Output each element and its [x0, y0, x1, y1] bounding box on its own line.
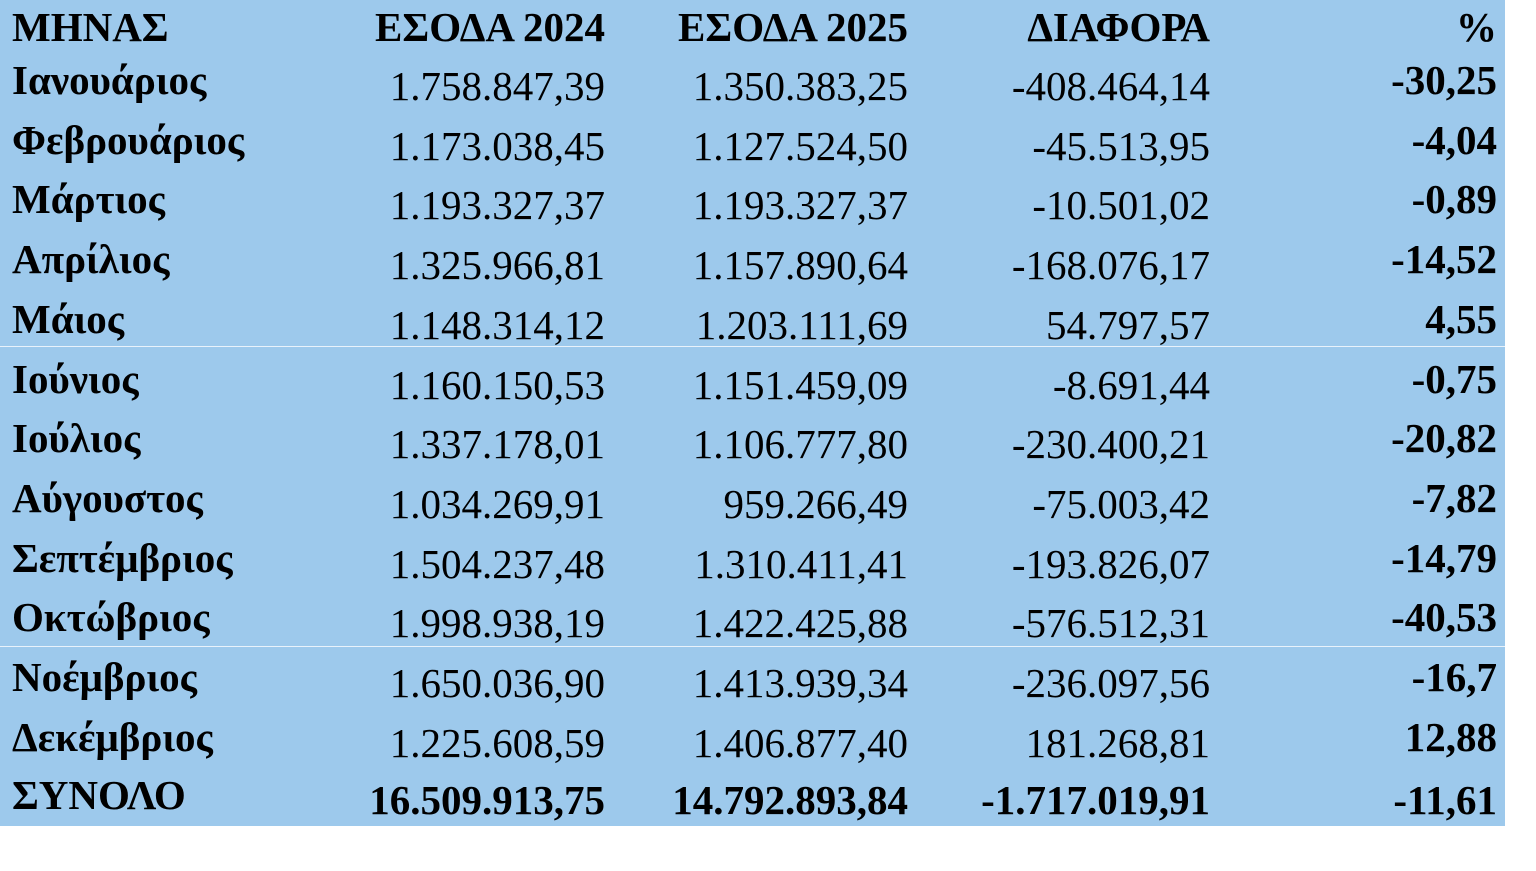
difference-cell: -10.501,02 [1032, 182, 1210, 229]
revenue-2024-cell: 1.225.608,59 [389, 719, 605, 766]
revenue-2024-cell: 1.160.150,53 [389, 361, 605, 408]
revenue-2024-cell: 1.650.036,90 [389, 660, 605, 706]
revenue-2025-cell: 1.406.877,40 [692, 719, 908, 766]
revenue-2025-cell: 1.157.890,64 [692, 242, 908, 289]
percent-cell: -14,79 [1391, 534, 1497, 581]
difference-cell: -193.826,07 [1011, 540, 1210, 587]
difference-cell: -8.691,44 [1052, 361, 1210, 408]
percent-cell: % [1456, 4, 1497, 50]
revenue-2025-cell: 1.310.411,41 [694, 540, 908, 587]
month-cell: Νοέμβριος [12, 654, 197, 700]
revenue-2025-cell: 14.792.893,84 [672, 777, 908, 823]
month-cell: Οκτώβριος [12, 594, 210, 641]
revenue-2024-cell: 1.998.938,19 [389, 600, 605, 647]
month-cell: Δεκέμβριος [12, 713, 213, 760]
difference-cell: -408.464,14 [1011, 63, 1210, 109]
percent-cell: -0,89 [1411, 176, 1497, 223]
revenue-2024-cell: 1.193.327,37 [389, 182, 605, 229]
revenue-2024-cell: 1.034.269,91 [389, 480, 605, 527]
revenue-2024-cell: 1.758.847,39 [389, 63, 605, 109]
revenue-2025-cell: 1.193.327,37 [692, 182, 908, 229]
difference-cell: -75.003,42 [1032, 480, 1210, 527]
month-cell: Απρίλιος [12, 236, 170, 283]
difference-cell: -236.097,56 [1011, 660, 1210, 706]
percent-cell: -4,04 [1411, 116, 1497, 163]
month-cell: Αύγουστος [12, 474, 203, 521]
month-cell: Ιανουάριος [12, 57, 207, 103]
revenue-2024-cell: 1.325.966,81 [389, 242, 605, 289]
revenue-2025-cell: 959.266,49 [723, 480, 909, 527]
revenue-2025-cell: ΕΣΟΔΑ 2025 [678, 4, 908, 50]
percent-cell: -16,7 [1411, 654, 1497, 700]
difference-cell: -45.513,95 [1032, 122, 1210, 169]
revenue-2024-cell: 1.173.038,45 [389, 122, 605, 169]
revenue-2024-cell: 16.509.913,75 [369, 777, 605, 823]
difference-cell: -1.717.019,91 [981, 777, 1210, 823]
difference-cell: -576.512,31 [1011, 600, 1210, 647]
percent-cell: 12,88 [1404, 713, 1497, 760]
revenue-2025-cell: 1.350.383,25 [692, 63, 908, 109]
table: ΜΗΝΑΣ ΕΣΟΔΑ 2024 ΕΣΟΔΑ 2025 ΔΙΑΦΟΡΑ% Ιανουάρ… [0, 0, 1505, 826]
difference-cell: -230.400,21 [1011, 421, 1210, 468]
difference-cell: ΔΙΑΦΟΡΑ [1027, 4, 1210, 50]
revenue-2025-cell: 1.127.524,50 [692, 122, 908, 169]
month-cell: ΣΥΝΟΛΟ [12, 772, 186, 818]
month-cell: Ιούνιος [12, 355, 139, 402]
percent-cell: -11,61 [1393, 777, 1497, 823]
percent-cell: -7,82 [1411, 474, 1497, 521]
percent-cell: -0,75 [1411, 355, 1497, 402]
month-cell: Σεπτέμβριος [12, 534, 233, 581]
difference-cell: 54.797,57 [1046, 301, 1210, 348]
month-cell: Φεβρουάριος [12, 116, 245, 163]
month-cell: ΜΗΝΑΣ [12, 4, 169, 50]
revenue-2025-cell: 1.203.111,69 [695, 301, 908, 348]
revenue-2024-cell: ΕΣΟΔΑ 2024 [375, 4, 605, 50]
month-cell: Μάιος [12, 295, 125, 342]
month-cell: Μάρτιος [12, 176, 165, 223]
row-separator [0, 346, 1505, 347]
percent-cell: 4,55 [1425, 295, 1497, 342]
revenue-2024-cell: 1.504.237,48 [389, 540, 605, 587]
month-cell: Ιούλιος [12, 415, 141, 462]
revenue-2024-cell: 1.337.178,01 [389, 421, 605, 468]
percent-cell: -30,25 [1391, 57, 1497, 103]
percent-cell: -40,53 [1391, 594, 1497, 641]
difference-cell: 181.268,81 [1025, 719, 1211, 766]
revenue-2025-cell: 1.413.939,34 [692, 660, 908, 706]
revenue-2024-cell: 1.148.314,12 [389, 301, 605, 348]
revenue-2025-cell: 1.422.425,88 [692, 600, 908, 647]
percent-cell: -14,52 [1391, 236, 1497, 283]
revenue-2025-cell: 1.106.777,80 [692, 421, 908, 468]
difference-cell: -168.076,17 [1011, 242, 1210, 289]
row-separator [0, 646, 1505, 647]
percent-cell: -20,82 [1391, 415, 1497, 462]
revenue-2025-cell: 1.151.459,09 [692, 361, 908, 408]
